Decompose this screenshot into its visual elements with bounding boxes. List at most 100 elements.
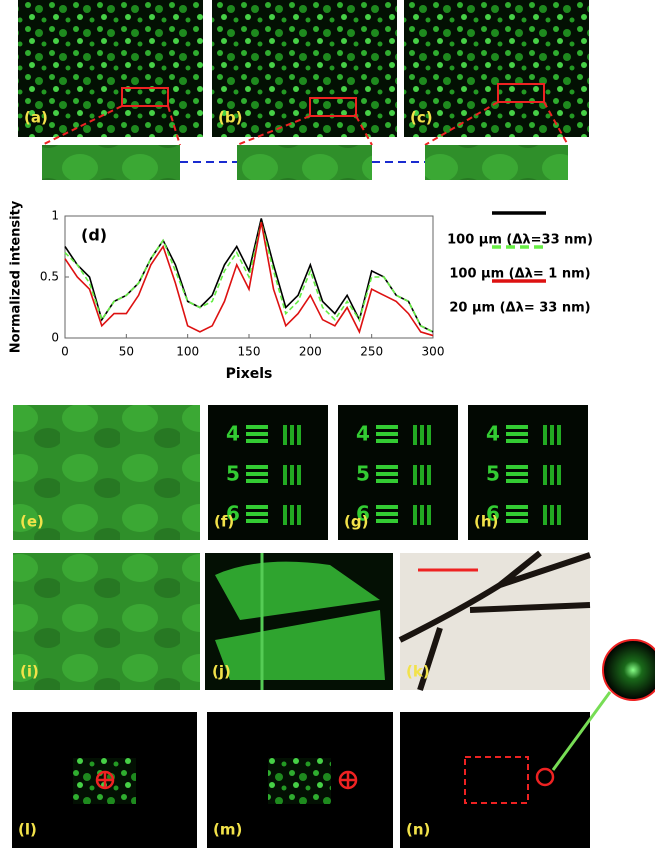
bar-h <box>246 439 268 443</box>
reference-marks <box>95 767 555 790</box>
bar-v <box>557 505 561 525</box>
crop <box>42 145 180 180</box>
crop <box>425 145 568 180</box>
bar-h <box>506 505 528 509</box>
x-tick-label: 50 <box>119 345 134 359</box>
bar-h <box>506 519 528 523</box>
bar-h <box>246 519 268 523</box>
bar-v <box>550 465 554 485</box>
image-i <box>13 553 200 690</box>
bar-v <box>543 425 547 445</box>
group-number: 4 <box>226 422 240 446</box>
panel-label: (h) <box>474 513 498 531</box>
bar-h <box>376 439 398 443</box>
bar-h <box>246 425 268 429</box>
bar-h <box>376 519 398 523</box>
panel-label: (b) <box>218 109 242 127</box>
bar-h <box>506 465 528 469</box>
x-tick-label: 300 <box>422 345 445 359</box>
panel-label: (g) <box>344 513 368 531</box>
bar-v <box>297 505 301 525</box>
bar-v <box>543 465 547 485</box>
bar-h <box>376 432 398 436</box>
bar-v <box>297 465 301 485</box>
bar-h <box>506 425 528 429</box>
object <box>268 758 331 804</box>
panel-label: (m) <box>213 821 242 839</box>
bar-h <box>506 439 528 443</box>
group-number: 4 <box>356 422 370 446</box>
panel-label: (f) <box>214 513 234 531</box>
leaf-bright <box>215 561 385 680</box>
bar-h <box>246 432 268 436</box>
roi-box <box>121 87 169 107</box>
zoom-lines <box>41 101 569 146</box>
bar-v <box>420 505 424 525</box>
panel-label: (j) <box>212 663 231 681</box>
legend-label: 100 µm (Δλ= 1 nm) <box>449 267 590 282</box>
panel-label: (e) <box>20 513 44 531</box>
x-tick-label: 100 <box>176 345 199 359</box>
crop <box>237 145 372 180</box>
bar-v <box>427 465 431 485</box>
bar-v <box>543 505 547 525</box>
roi-box <box>309 97 357 117</box>
group-number: 5 <box>486 462 500 486</box>
image-b <box>212 0 397 137</box>
bar-h <box>246 472 268 476</box>
image-e <box>13 405 200 540</box>
panel-label: (d) <box>81 226 107 245</box>
bar-v <box>290 505 294 525</box>
bar-h <box>246 512 268 516</box>
line-series <box>64 221 434 337</box>
group-number: 4 <box>486 422 500 446</box>
bar-h <box>246 465 268 469</box>
group-number: 6 <box>226 502 240 526</box>
panel-label: (n) <box>406 821 430 839</box>
bar-h <box>246 479 268 483</box>
bar-h <box>376 479 398 483</box>
bar-v <box>290 425 294 445</box>
bar-v <box>557 465 561 485</box>
chart: 0 50 100 150 200 250 300 0 0.5 1 Pixels Normalized … <box>9 200 593 382</box>
bar-v <box>427 505 431 525</box>
bar-v <box>427 425 431 445</box>
bar-h <box>506 479 528 483</box>
bar-h <box>376 472 398 476</box>
bar-v <box>297 425 301 445</box>
bar-h <box>376 465 398 469</box>
image-n <box>400 712 590 848</box>
y-tick-label: 0 <box>51 331 59 345</box>
bar-v <box>550 425 554 445</box>
legend-label: 100 µm (Δλ=33 nm) <box>447 233 593 248</box>
bar-h <box>376 512 398 516</box>
bar-v <box>283 465 287 485</box>
panel-label: (i) <box>20 663 39 681</box>
panel-label: (l) <box>18 821 37 839</box>
group-number: 5 <box>226 462 240 486</box>
image-a <box>18 0 203 137</box>
bar-v <box>283 425 287 445</box>
y-axis-label: Normalized intensity <box>9 200 24 353</box>
panel-label: (c) <box>410 109 433 127</box>
y-tick-label: 0.5 <box>40 270 59 284</box>
bar-h <box>376 505 398 509</box>
image-c <box>404 0 589 137</box>
bar-h <box>506 432 528 436</box>
x-tick-label: 0 <box>61 345 69 359</box>
line-series <box>64 221 434 333</box>
y-tick-label: 1 <box>51 209 59 223</box>
bar-v <box>413 425 417 445</box>
group-number: 6 <box>356 502 370 526</box>
bar-h <box>506 472 528 476</box>
bar-h <box>246 505 268 509</box>
filter-box <box>464 756 529 804</box>
x-tick-label: 200 <box>299 345 322 359</box>
bar-v <box>550 505 554 525</box>
panel-label: (a) <box>24 109 48 127</box>
vein <box>398 550 591 691</box>
legend-label: 20 µm (Δλ= 33 nm) <box>449 301 590 316</box>
x-axis-label: Pixels <box>226 366 273 382</box>
